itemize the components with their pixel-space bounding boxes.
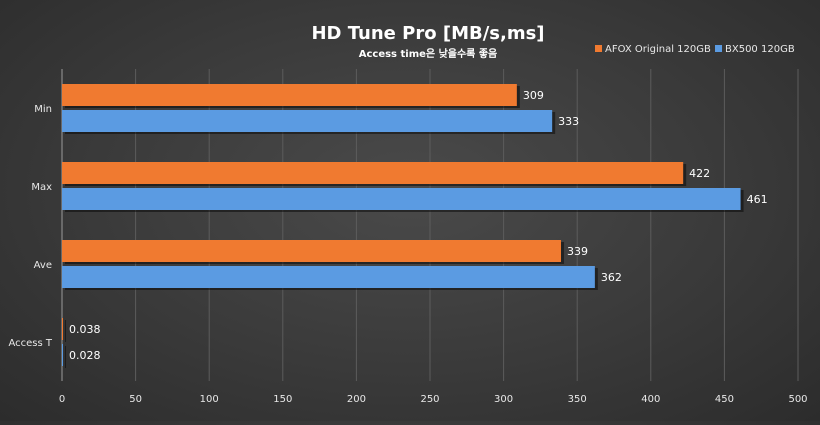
x-axis-ticks: 0 50 100 150 200 250 300 350 400 450 500 — [59, 394, 808, 405]
x-tick-label: 150 — [273, 394, 292, 405]
value-label: 339 — [567, 245, 588, 258]
legend: AFOX Original 120GB BX500 120GB — [595, 44, 795, 55]
bar — [62, 318, 63, 340]
bar — [62, 162, 684, 184]
value-label: 0.028 — [69, 349, 101, 362]
bar — [62, 84, 517, 106]
x-tick-label: 400 — [641, 394, 660, 405]
x-tick-label: 250 — [420, 394, 439, 405]
category-label: Ave — [34, 260, 52, 271]
value-label: 362 — [601, 271, 622, 284]
bar — [62, 240, 562, 262]
bar — [62, 344, 63, 366]
bar — [62, 266, 595, 288]
value-labels: 309 333 422 461 339 362 0.038 0.028 — [69, 89, 768, 362]
value-label: 422 — [689, 167, 710, 180]
value-label: 461 — [747, 193, 768, 206]
category-labels: Min Max Ave Access T — [8, 104, 52, 349]
x-tick-label: 350 — [568, 394, 587, 405]
x-tick-label: 450 — [715, 394, 734, 405]
bar — [62, 110, 553, 132]
bars — [62, 84, 744, 368]
x-tick-label: 100 — [200, 394, 219, 405]
category-label: Max — [31, 182, 52, 193]
legend-label-bx500: BX500 120GB — [725, 44, 795, 55]
x-tick-label: 0 — [59, 394, 65, 405]
legend-label-afox: AFOX Original 120GB — [605, 44, 711, 55]
category-label: Min — [34, 104, 52, 115]
chart-title: HD Tune Pro [MB/s,ms] — [311, 23, 544, 44]
chart-subtitle: Access time은 낮을수록 좋음 — [359, 47, 498, 60]
value-label: 0.038 — [69, 323, 101, 336]
value-label: 333 — [558, 115, 579, 128]
bar — [62, 188, 741, 210]
bar-shadow — [65, 320, 66, 342]
x-tick-label: 200 — [347, 394, 366, 405]
legend-swatch-bx500 — [715, 45, 722, 52]
value-label: 309 — [523, 89, 544, 102]
legend-swatch-afox — [595, 45, 602, 52]
x-tick-label: 300 — [494, 394, 513, 405]
x-tick-label: 500 — [788, 394, 807, 405]
category-label: Access T — [8, 338, 52, 349]
x-tick-label: 50 — [129, 394, 142, 405]
bar-shadow — [65, 346, 66, 368]
